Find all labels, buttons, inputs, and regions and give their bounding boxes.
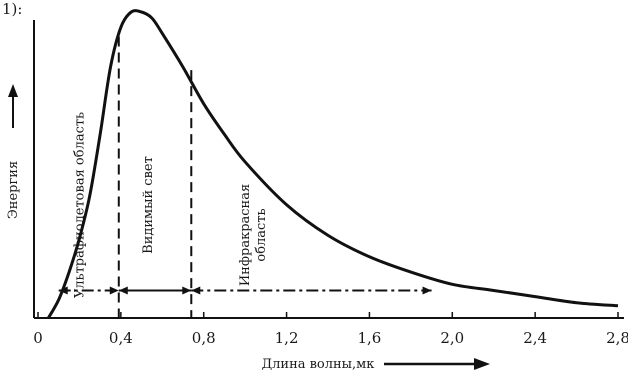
axes xyxy=(33,20,624,319)
y-arrow-head xyxy=(8,84,18,97)
x-arrow-head xyxy=(474,358,490,370)
y-axis-title: Энергия xyxy=(6,161,21,219)
x-ticks: 0 0,4 0,8 1,2 1,6 2,0 2,4 2,8 xyxy=(33,312,628,347)
span-arrow-head xyxy=(422,286,432,295)
curve-group xyxy=(47,9,619,319)
span-arrow-head xyxy=(182,286,192,295)
region-label: область xyxy=(254,208,269,261)
span-arrows xyxy=(58,286,432,295)
x-axis-arrow xyxy=(384,358,490,370)
header-fragment: 1): xyxy=(2,0,22,18)
span-arrow-head xyxy=(109,286,119,295)
region-label: Инфракрасная xyxy=(238,184,253,286)
x-tick-label: 2,4 xyxy=(523,329,547,347)
y-axis-arrow xyxy=(8,84,18,128)
x-tick-label: 1,2 xyxy=(275,329,299,347)
x-tick-label: 1,6 xyxy=(357,329,381,347)
x-tick-label: 2,8 xyxy=(606,329,628,347)
x-tick-label: 0,4 xyxy=(109,329,133,347)
x-tick-label: 0 xyxy=(33,329,43,347)
x-tick-label: 0,8 xyxy=(192,329,216,347)
span-arrow-head xyxy=(191,286,201,295)
region-markers: Ультрафиолетовая область Видимый свет Инфр… xyxy=(73,36,269,318)
span-arrow-head xyxy=(118,286,128,295)
x-axis-title: Длина волны,мк xyxy=(262,357,375,372)
region-label: Видимый свет xyxy=(141,156,156,254)
energy-curve xyxy=(47,9,619,319)
region-label: Ультрафиолетовая область xyxy=(73,112,88,298)
x-tick-label: 2,0 xyxy=(440,329,464,347)
